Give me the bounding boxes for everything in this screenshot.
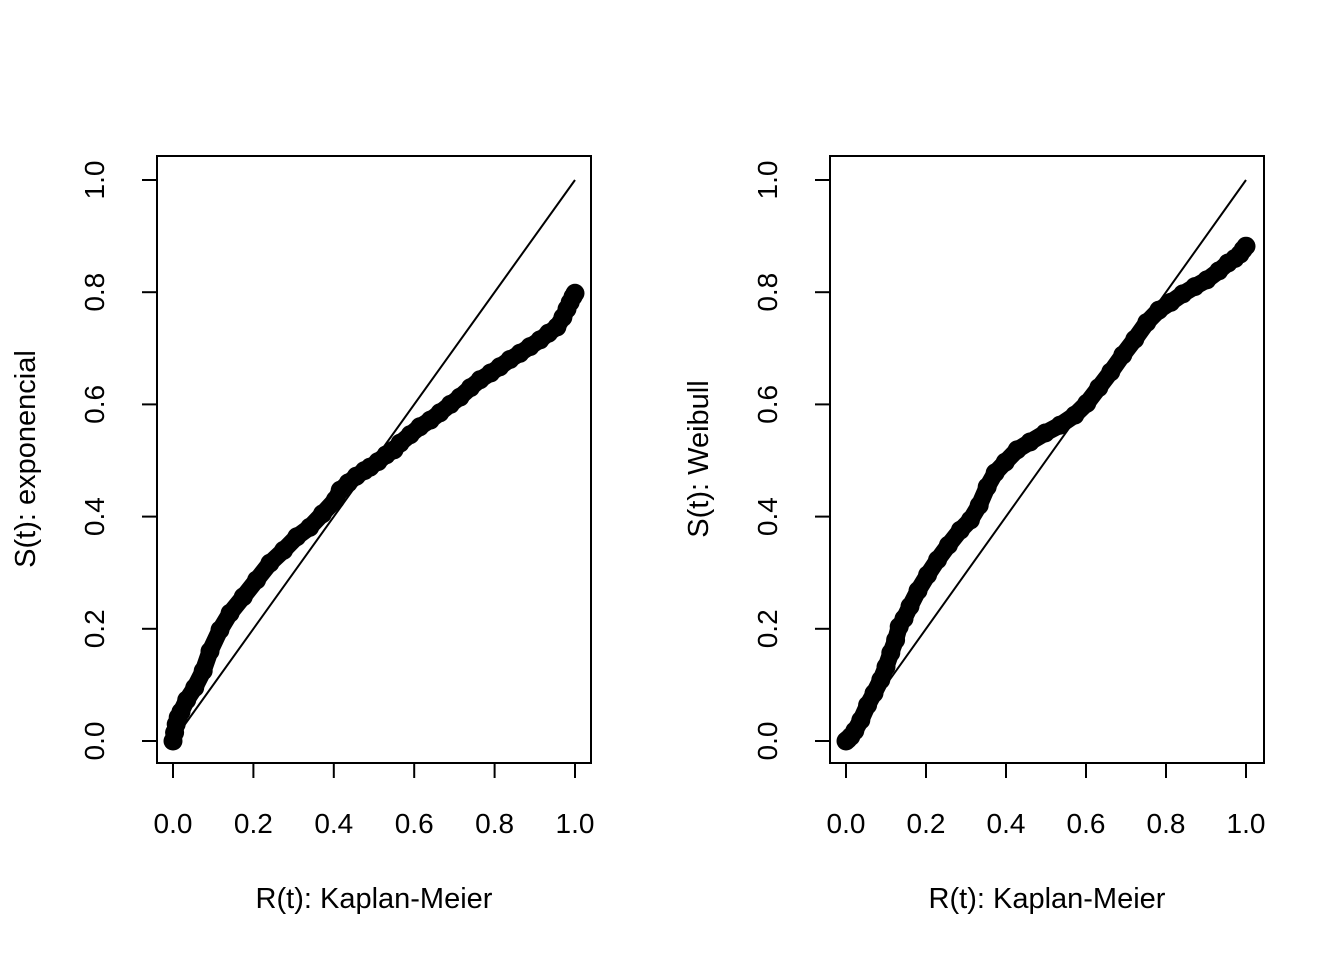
data-point-exponential-panel	[220, 603, 240, 623]
y-axis-title-weibull-panel: S(t): Weibull	[683, 380, 715, 538]
x-tick-label-weibull-panel: 0.6	[1067, 808, 1106, 839]
data-point-weibull-panel	[1035, 423, 1055, 443]
data-point-weibull-panel	[908, 581, 928, 601]
y-tick-label-exponential-panel: 0.4	[79, 497, 110, 536]
y-tick-label-weibull-panel: 0.0	[752, 722, 783, 761]
data-point-exponential-panel	[233, 587, 253, 607]
y-tick-label-exponential-panel: 0.2	[79, 609, 110, 648]
y-tick-label-exponential-panel: 0.8	[79, 273, 110, 312]
y-axis-title-exponential-panel: S(t): exponencial	[10, 350, 42, 568]
y-tick-label-weibull-panel: 0.4	[752, 497, 783, 536]
data-point-exponential-panel	[565, 283, 585, 303]
data-point-weibull-panel	[1125, 329, 1145, 349]
data-point-weibull-panel	[1113, 345, 1133, 365]
data-point-weibull-panel	[900, 596, 920, 616]
y-tick-label-exponential-panel: 1.0	[79, 161, 110, 200]
data-point-weibull-panel	[977, 477, 997, 497]
data-point-exponential-panel	[274, 540, 294, 560]
data-point-weibull-panel	[851, 710, 871, 730]
y-tick-label-weibull-panel: 0.6	[752, 385, 783, 424]
data-point-weibull-panel	[1065, 405, 1085, 425]
data-point-weibull-panel	[918, 565, 938, 585]
data-point-weibull-panel	[1020, 432, 1040, 452]
data-point-weibull-panel	[1077, 393, 1097, 413]
data-curve-weibull-panel	[837, 237, 1255, 750]
x-tick-label-weibull-panel: 0.8	[1147, 808, 1186, 839]
x-tick-label-weibull-panel: 0.0	[827, 808, 866, 839]
plot-box-weibull-panel	[829, 155, 1265, 764]
x-tick-label-exponential-panel: 1.0	[556, 808, 595, 839]
x-axis-title-weibull-panel: R(t): Kaplan-Meier	[928, 883, 1166, 915]
x-tick-label-weibull-panel: 1.0	[1227, 808, 1266, 839]
x-tick-label-exponential-panel: 0.2	[234, 808, 273, 839]
data-point-exponential-panel	[260, 553, 280, 573]
data-point-exponential-panel	[210, 620, 230, 640]
y-tick-label-weibull-panel: 1.0	[752, 161, 783, 200]
y-tick-label-weibull-panel: 0.2	[752, 609, 783, 648]
data-point-weibull-panel	[969, 495, 989, 515]
x-tick-label-exponential-panel: 0.6	[395, 808, 434, 839]
x-axis-title-exponential-panel: R(t): Kaplan-Meier	[255, 883, 493, 915]
y-tick-label-exponential-panel: 0.6	[79, 385, 110, 424]
data-point-weibull-panel	[928, 550, 948, 570]
data-point-weibull-panel	[995, 452, 1015, 472]
x-tick-label-exponential-panel: 0.4	[314, 808, 353, 839]
identity-reference-line-weibull-panel	[845, 179, 1247, 742]
data-point-exponential-panel	[200, 641, 220, 661]
x-tick-label-weibull-panel: 0.2	[907, 808, 946, 839]
data-point-exponential-panel	[193, 661, 213, 681]
data-point-weibull-panel	[1236, 236, 1256, 256]
x-tick-label-weibull-panel: 0.4	[987, 808, 1026, 839]
data-point-weibull-panel	[938, 535, 958, 555]
data-point-weibull-panel	[960, 510, 980, 530]
y-tick-label-exponential-panel: 0.0	[79, 722, 110, 761]
data-point-weibull-panel	[1101, 362, 1121, 382]
data-point-weibull-panel	[1137, 313, 1157, 332]
data-point-exponential-panel	[300, 517, 320, 537]
x-tick-label-exponential-panel: 0.0	[154, 808, 193, 839]
data-point-exponential-panel	[313, 504, 332, 524]
data-point-weibull-panel	[1089, 378, 1109, 398]
data-point-exponential-panel	[185, 678, 205, 698]
data-point-weibull-panel	[1050, 415, 1070, 435]
y-tick-label-weibull-panel: 0.8	[752, 273, 783, 312]
data-point-exponential-panel	[247, 570, 267, 590]
plot-box-exponential-panel	[156, 155, 592, 764]
x-tick-label-exponential-panel: 0.8	[475, 808, 514, 839]
